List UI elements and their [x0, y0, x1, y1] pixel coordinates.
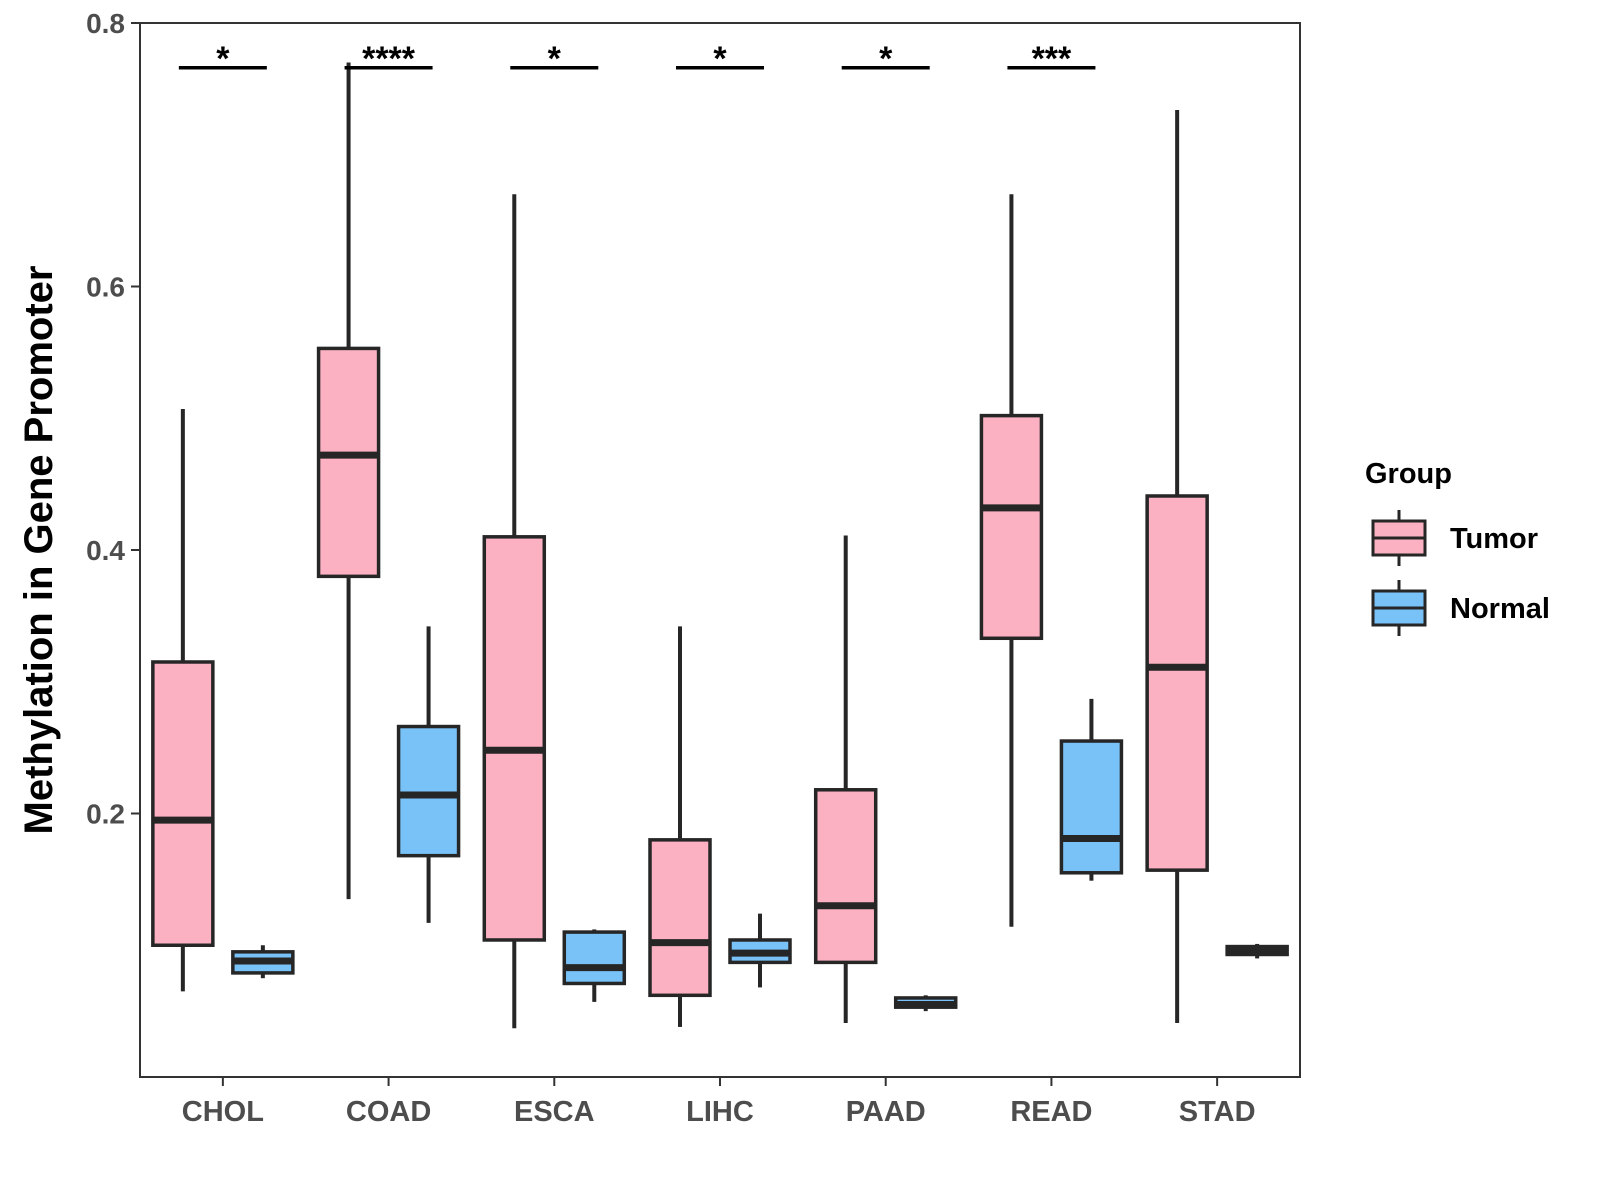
y-tick-label: 0.4 [86, 535, 125, 566]
tumor-box-read [979, 194, 1044, 927]
x-tick-label: LIHC [686, 1096, 754, 1128]
box-body [151, 660, 215, 947]
boxes [151, 62, 1289, 1029]
legend: Group Tumor Normal [1365, 458, 1550, 636]
box-body [316, 346, 381, 579]
x-tick-label: READ [1010, 1096, 1092, 1128]
significance-label: *** [1032, 40, 1072, 78]
significance-label: * [879, 40, 893, 78]
y-tick-label: 0.8 [86, 8, 125, 39]
normal-box-paad [893, 995, 958, 1012]
normal-box-esca [562, 929, 627, 1002]
tumor-box-stad [1145, 109, 1209, 1023]
significance-annotations: * **** * * * *** [178, 40, 1096, 78]
x-tick-label: ESCA [514, 1096, 595, 1128]
normal-box-coad [396, 626, 461, 923]
legend-label-tumor: Tumor [1450, 523, 1538, 555]
normal-box-chol [231, 945, 295, 979]
significance-label: * [548, 40, 562, 78]
box-body [482, 535, 547, 942]
x-tick-label: CHOL [182, 1096, 264, 1128]
normal-box-stad [1225, 943, 1289, 959]
box-body [562, 930, 627, 986]
y-tick-label: 0.2 [86, 799, 125, 830]
box-body [396, 724, 461, 858]
legend-title: Group [1365, 458, 1452, 490]
legend-key-normal [1371, 580, 1427, 636]
x-axis: CHOL COAD ESCA LIHC PAAD READ STAD [182, 1077, 1256, 1128]
tumor-box-coad [316, 62, 381, 900]
legend-label-normal: Normal [1450, 593, 1550, 625]
tumor-box-paad [813, 535, 878, 1023]
x-tick-label: COAD [346, 1096, 431, 1128]
tumor-box-esca [482, 194, 547, 1029]
box-body [648, 838, 712, 998]
box-body [1059, 739, 1124, 875]
legend-key-tumor [1371, 510, 1427, 566]
x-tick-label: STAD [1179, 1096, 1256, 1128]
y-axis-title: Methylation in Gene Promoter [17, 266, 61, 835]
x-tick-label: PAAD [846, 1096, 926, 1128]
significance-label: * [216, 40, 230, 78]
box-body [979, 413, 1044, 641]
significance-label: * [713, 40, 727, 78]
tumor-box-lihc [648, 626, 712, 1027]
normal-box-read [1059, 698, 1124, 881]
significance-label: **** [362, 40, 416, 78]
box-body [1145, 494, 1209, 872]
tumor-box-chol [151, 409, 215, 992]
plot-panel [139, 22, 1301, 1078]
normal-box-lihc [728, 913, 792, 988]
box-body [813, 788, 878, 965]
y-tick-label: 0.6 [86, 272, 125, 303]
y-axis: 0.2 0.4 0.6 0.8 [86, 8, 140, 830]
